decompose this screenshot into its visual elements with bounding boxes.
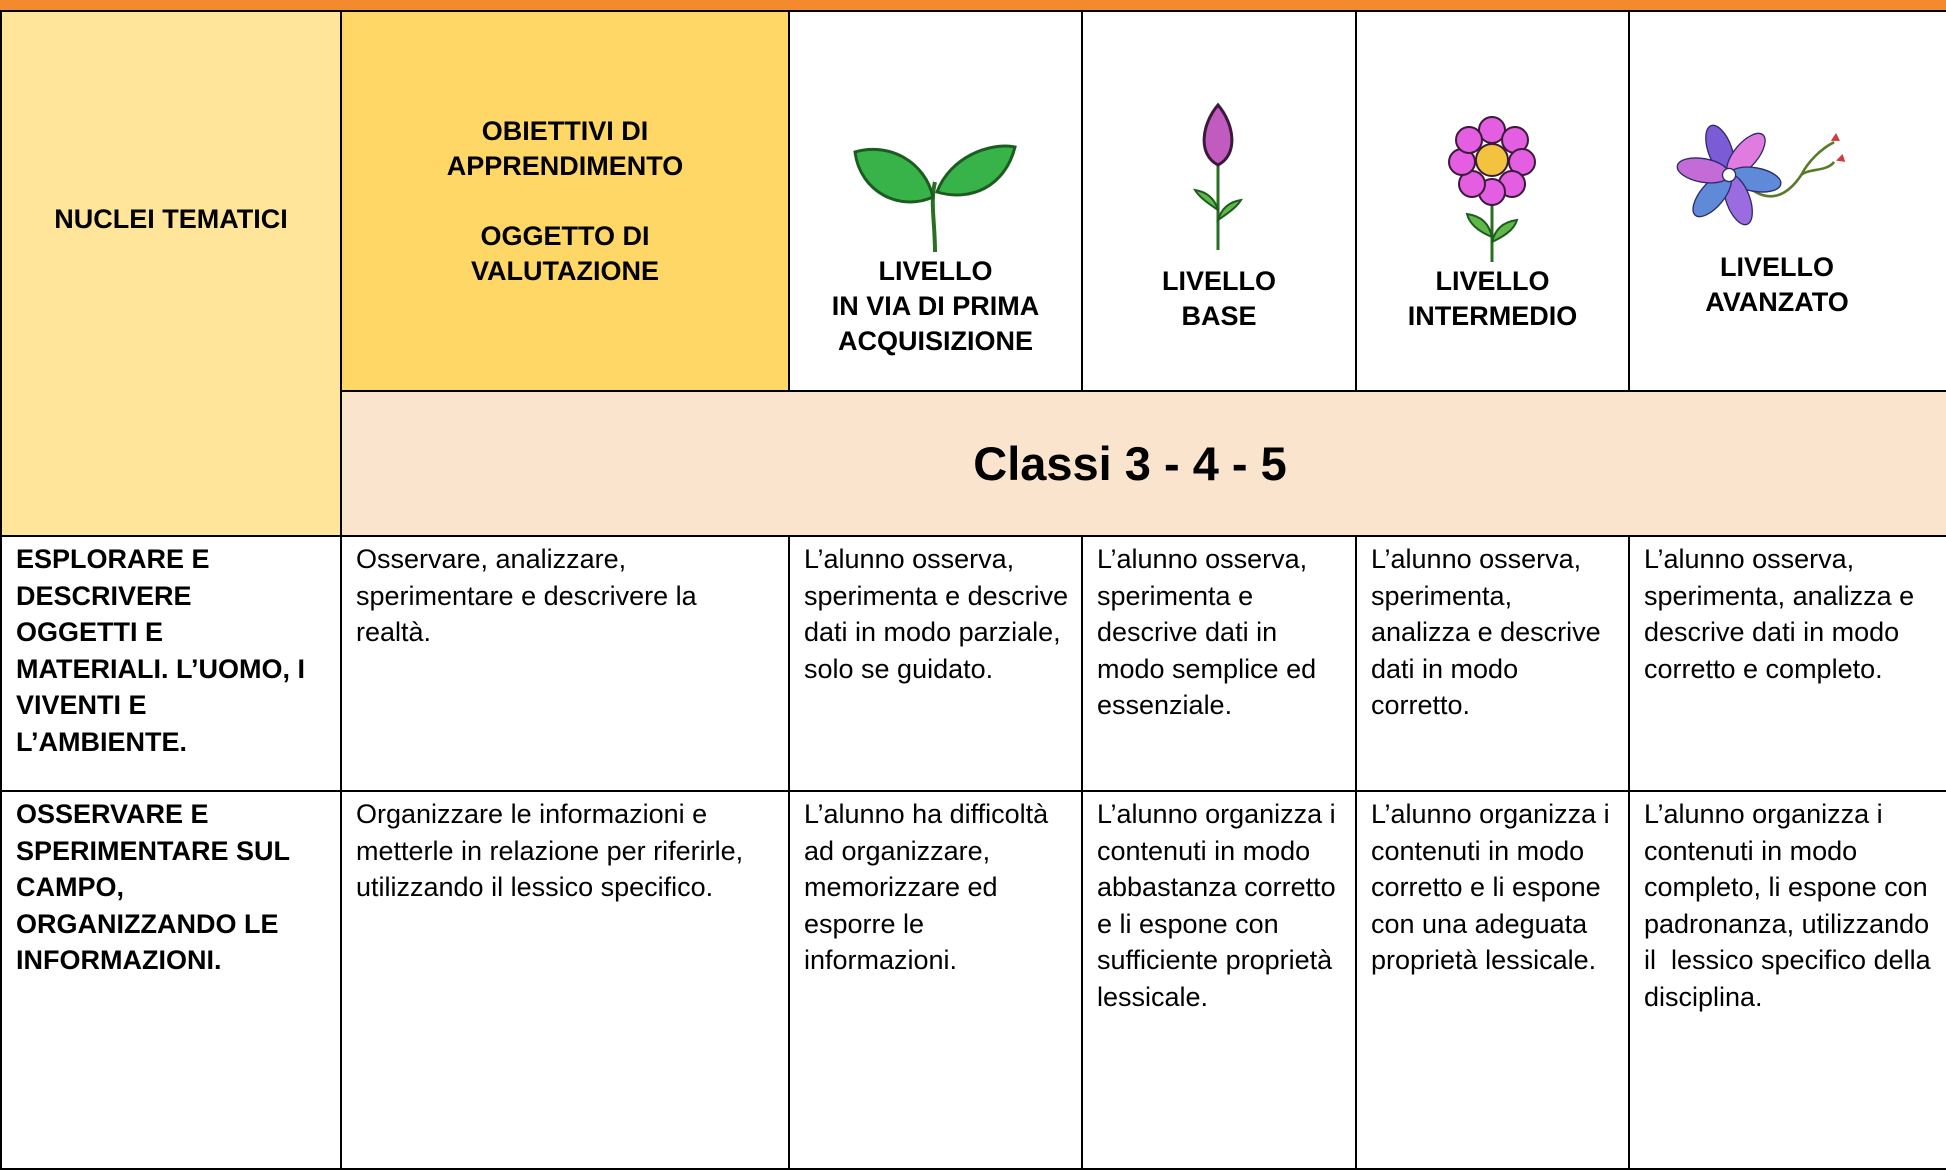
level-label: LIVELLO <box>1720 252 1834 282</box>
level-name: AVANZATO <box>1705 287 1849 317</box>
bud-icon <box>1193 102 1243 250</box>
bloom-icon <box>1676 124 1846 226</box>
level-cell: L’alunno osserva, sperimenta, analizza e… <box>1355 535 1630 792</box>
classes-text: Classi 3 - 4 - 5 <box>973 437 1287 490</box>
level-header: LIVELLO IN VIA DI PRIMA ACQUISIZIONE <box>788 10 1083 392</box>
objective-cell: Osservare, analizzare, sperimentare e de… <box>340 535 790 792</box>
header-text: NUCLEI TEMATICI <box>54 204 288 234</box>
nuclei-header: NUCLEI TEMATICI <box>0 10 342 537</box>
level-header: LIVELLO INTERMEDIO <box>1355 10 1630 392</box>
level-label: LIVELLO <box>1162 266 1276 296</box>
level-name: IN VIA DI PRIMA ACQUISIZIONE <box>831 291 1040 356</box>
level-cell: L’alunno ha difficoltà ad organizzare, m… <box>788 790 1083 1170</box>
level-cell: L’alunno osserva, sperimenta e descrive … <box>788 535 1083 792</box>
level-header: LIVELLO AVANZATO <box>1628 10 1946 392</box>
level-cell: L’alunno organizza i contenuti in modo c… <box>1355 790 1630 1170</box>
level-cell: L’alunno organizza i contenuti in modo c… <box>1628 790 1946 1170</box>
header-text: OBIETTIVI DI APPRENDIMENTO <box>446 115 684 181</box>
top-bar <box>0 0 1946 10</box>
flower-icon <box>1448 116 1536 262</box>
level-cell: L’alunno organizza i contenuti in modo a… <box>1081 790 1357 1170</box>
level-name: BASE <box>1181 301 1257 331</box>
objectives-header: OBIETTIVI DI APPRENDIMENTO OGGETTO DI VA… <box>340 10 790 392</box>
level-label: LIVELLO <box>878 256 993 286</box>
level-cell: L’alunno osserva, sperimenta e descrive … <box>1081 535 1357 792</box>
sprout-icon <box>853 144 1017 253</box>
level-header: LIVELLO BASE <box>1081 10 1357 392</box>
nucleus-cell: ESPLORARE E DESCRIVERE OGGETTI E MATERIA… <box>0 535 342 792</box>
objective-cell: Organizzare le informazioni e metterle i… <box>340 790 790 1170</box>
classes-banner: Classi 3 - 4 - 5 <box>340 390 1946 537</box>
level-name: INTERMEDIO <box>1407 301 1578 331</box>
level-label: LIVELLO <box>1435 266 1550 296</box>
header-text: OGGETTO DI VALUTAZIONE <box>471 220 659 286</box>
nucleus-cell: OSSERVARE E SPERIMENTARE SUL CAMPO, ORGA… <box>0 790 342 1170</box>
level-cell: L’alunno osserva, sperimenta, analizza e… <box>1628 535 1946 792</box>
